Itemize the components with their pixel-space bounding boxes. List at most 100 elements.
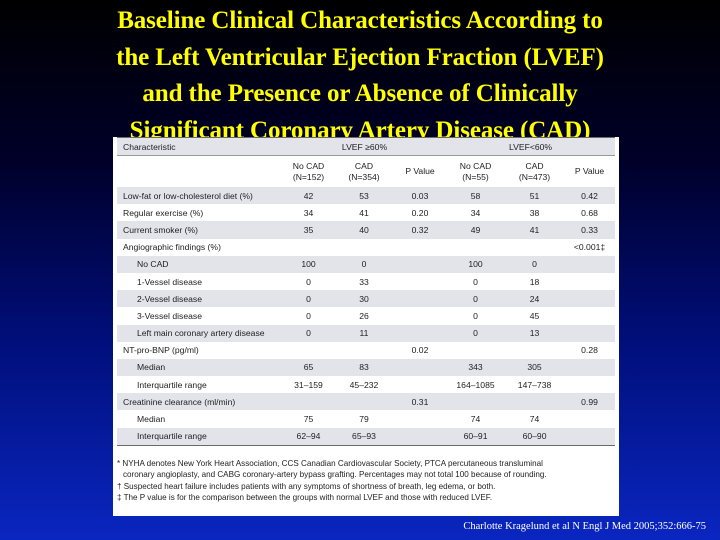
- table-cell: 0: [473, 310, 478, 321]
- table-cell: 58: [446, 187, 506, 205]
- table-cell: [564, 290, 616, 308]
- table-cell: [394, 427, 447, 446]
- table-cell: 0.32: [394, 221, 447, 239]
- table-cell: 74: [529, 414, 540, 425]
- footnotes: * NYHA denotes New York Heart Associatio…: [117, 458, 615, 503]
- table-row: Angiographic findings (%) <0.001‡: [117, 239, 615, 256]
- table-cell: 13: [505, 324, 565, 342]
- table-cell: 35: [283, 221, 334, 239]
- table-cell: 0.28: [581, 345, 598, 356]
- table-cell: [505, 342, 564, 359]
- table-cell: 24: [505, 290, 565, 308]
- table-cell: 0: [334, 255, 394, 273]
- row-label: NT-pro-BNP (pg/ml): [123, 345, 199, 356]
- table-cell: [564, 307, 615, 324]
- table-cell: 100: [283, 255, 334, 273]
- header-group-lvef-reduced: LVEF<60%: [446, 137, 616, 156]
- table-cell: 38: [529, 207, 540, 218]
- table-cell: 34: [303, 207, 314, 218]
- table-cell: 34: [470, 207, 481, 218]
- table-cell: 0: [446, 324, 506, 342]
- table-cell: [394, 324, 447, 342]
- table-cell: 33: [359, 276, 369, 287]
- table-cell: 0.33: [564, 221, 616, 239]
- table-group-header: Characteristic LVEF ≥60% LVEF<60%: [117, 137, 616, 156]
- footnote-line: * NYHA denotes New York Heart Associatio…: [117, 459, 543, 468]
- table-cell: 40: [334, 221, 394, 239]
- table-cell: 0.42: [564, 187, 616, 205]
- table-cell: 41: [505, 221, 565, 239]
- table-cell: [394, 255, 447, 273]
- table-cell: 60–90: [505, 427, 565, 446]
- table-cell: 74: [470, 414, 481, 425]
- table-cell: 164–1085: [456, 379, 495, 390]
- table-cell: [564, 273, 615, 290]
- header-characteristic: Characteristic: [117, 137, 283, 156]
- table-row: 1-Vessel disease 0 33 0 18: [117, 273, 615, 290]
- table-cell: 62–94: [283, 427, 334, 446]
- table-cell: 49: [446, 221, 506, 239]
- table-cell: [505, 239, 564, 256]
- table-cell: 0.02: [411, 345, 429, 356]
- table-row: Median 75 79 74 74: [117, 410, 615, 427]
- row-label: Interquartile range: [117, 427, 283, 446]
- table-cell: 0.03: [394, 187, 447, 205]
- table-row: Median 65 83 343 305: [117, 358, 616, 377]
- table-cell: [394, 273, 446, 290]
- table-row: 2-Vessel disease 0 30 0 24: [117, 290, 616, 308]
- row-label: Angiographic findings (%): [123, 242, 221, 253]
- table-cell: [283, 239, 334, 256]
- row-label: Creatinine clearance (ml/min): [117, 393, 283, 411]
- table-row: 3-Vessel disease 0 26 0 45: [117, 307, 615, 324]
- table-cell: [394, 239, 446, 256]
- table-cell: [564, 324, 616, 342]
- table-cell: 51: [505, 187, 565, 205]
- table-cell: 343: [446, 358, 506, 377]
- table-cell: [334, 393, 394, 411]
- table-row: Creatinine clearance (ml/min) 0.31 0.99: [117, 393, 616, 411]
- table-cell: [394, 307, 446, 324]
- table-row: Current smoker (%) 35 40 0.32 49 41 0.33: [117, 221, 616, 239]
- table-cell: [446, 393, 506, 411]
- table-cell: 0.99: [564, 393, 616, 411]
- table-cell: 31–159: [294, 379, 323, 390]
- table-cell: [446, 342, 505, 359]
- table-cell: 41: [359, 207, 369, 218]
- table-cell: [283, 342, 334, 359]
- table-cell: [283, 393, 334, 411]
- column-header: CAD (N=473): [505, 155, 565, 187]
- table-cell: [564, 358, 616, 377]
- header-group-lvef-normal: LVEF ≥60%: [283, 137, 447, 156]
- table-cell: [564, 376, 615, 393]
- row-label: 1-Vessel disease: [137, 276, 202, 287]
- footnote-line: ‡ The P value is for the comparison betw…: [117, 492, 493, 502]
- table-row: No CAD 100 0 100 0: [117, 255, 616, 273]
- title-line-1: Baseline Clinical Characteristics Accord…: [117, 7, 603, 34]
- table-cell: 0: [306, 276, 311, 287]
- table-cell: [394, 358, 447, 377]
- row-label: Median: [117, 358, 283, 377]
- row-label: Low-fat or low-cholesterol diet (%): [117, 187, 283, 205]
- table-cell: 305: [505, 358, 565, 377]
- footnote-line: coronary angioplasty, and CABG coronary-…: [123, 470, 547, 480]
- table-cell: 0: [283, 290, 334, 308]
- table-row: Regular exercise (%) 34 41 0.20 34 38 0.68: [117, 204, 615, 221]
- row-label: Left main coronary artery disease: [117, 324, 283, 342]
- table-cell: 60–91: [446, 427, 506, 446]
- row-label: Regular exercise (%): [123, 207, 204, 218]
- row-label: Interquartile range: [137, 379, 207, 390]
- table-cell: 0.20: [411, 207, 429, 218]
- table-cell: 100: [446, 255, 506, 273]
- footnote-line: † Suspected heart failure includes patie…: [117, 481, 496, 491]
- table-cell: [394, 290, 447, 308]
- table-row: NT-pro-BNP (pg/ml) 0.02 0.28: [117, 342, 615, 359]
- table-cell: 18: [529, 276, 540, 287]
- table-cell: 0: [283, 324, 334, 342]
- table-cell: [564, 427, 616, 446]
- table-cell: 45: [529, 310, 540, 321]
- table-cell: 83: [334, 358, 394, 377]
- table-cell: 147–738: [517, 379, 552, 390]
- characteristics-table: Characteristic LVEF ≥60% LVEF<60% No CAD…: [117, 137, 616, 446]
- table-body: Low-fat or low-cholesterol diet (%) 42 53 0…: [117, 187, 616, 446]
- table-cell: [505, 393, 565, 411]
